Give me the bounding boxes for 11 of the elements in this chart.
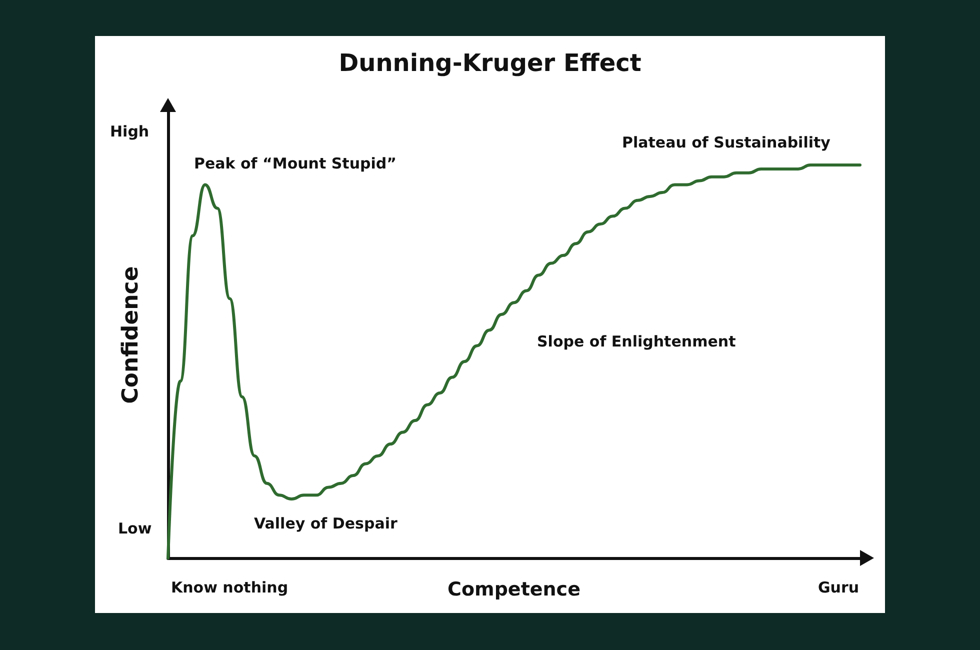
text: Guru (818, 578, 860, 596)
text: Plateau of Sustainability (622, 134, 831, 152)
annotation: Slope of Enlightenment (537, 332, 736, 350)
text: Low (118, 520, 152, 538)
annotation: Peak of “Mount Stupid” (194, 154, 397, 172)
chart-title: Dunning-Kruger Effect (338, 49, 642, 77)
text: High (110, 122, 150, 140)
x-axis-title: Competence (448, 578, 580, 600)
text: Know nothing (171, 578, 288, 596)
annotation: Valley of Despair (254, 514, 398, 532)
y-axis-title: Confidence (118, 266, 144, 404)
